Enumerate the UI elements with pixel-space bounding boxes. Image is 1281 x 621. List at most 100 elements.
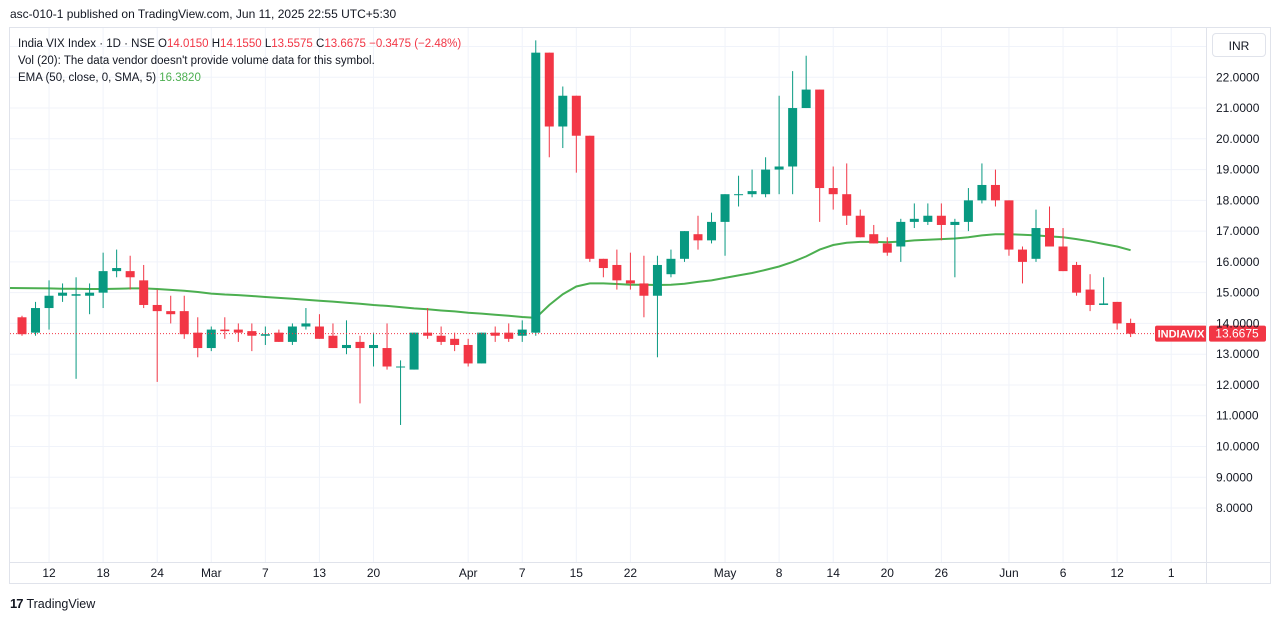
candle-body (693, 234, 703, 241)
y-tick-label: 15.0000 (1216, 286, 1260, 300)
candle-body (761, 169, 771, 195)
y-tick-label: 10.0000 (1216, 440, 1260, 454)
candle-body (909, 218, 919, 222)
candle-body (17, 317, 27, 335)
candle-body (855, 215, 865, 238)
x-tick-label: 24 (151, 566, 165, 580)
x-tick-label: 14 (827, 566, 841, 580)
x-tick-label: 20 (881, 566, 895, 580)
candle (761, 157, 771, 198)
y-tick-label: 8.0000 (1216, 501, 1253, 515)
candle (98, 252, 108, 309)
candle (504, 323, 514, 342)
candle (1072, 261, 1082, 296)
candle-body (152, 304, 162, 312)
candlestick-series (17, 40, 1136, 425)
candle (490, 326, 500, 342)
candle-body (639, 283, 649, 296)
ema-row[interactable]: EMA (50, close, 0, SMA, 5) 16.3820 (18, 70, 461, 87)
candle (544, 52, 554, 158)
candle (1085, 274, 1095, 312)
candle-body (166, 311, 176, 315)
candle-body (1085, 289, 1095, 305)
candle (855, 209, 865, 238)
tradingview-brand[interactable]: 17 TradingView (10, 596, 95, 611)
candle-body (125, 271, 135, 278)
candle-body (206, 329, 216, 349)
candle (869, 224, 879, 244)
candle-body (369, 344, 379, 349)
candle (112, 249, 122, 278)
candle-body (220, 329, 230, 332)
y-tick-label: 11.0000 (1216, 409, 1259, 423)
x-tick-label: Jun (999, 566, 1018, 580)
candle (625, 252, 635, 290)
candle-body (977, 184, 987, 201)
candle-body (869, 234, 879, 244)
candle-body (1017, 249, 1027, 262)
candle-body (274, 332, 284, 342)
y-tick-label: 13.0000 (1216, 347, 1260, 361)
candle-body (1031, 228, 1041, 259)
candle-body (1112, 301, 1122, 324)
candle-body (44, 295, 54, 309)
candle-body (1099, 303, 1109, 305)
volume-row[interactable]: Vol (20): The data vendor doesn't provid… (18, 53, 461, 70)
candle-body (598, 258, 608, 269)
high-label: H (211, 38, 221, 50)
candle-body (71, 294, 81, 296)
candle (517, 320, 527, 342)
candle (17, 315, 27, 336)
candle (382, 323, 392, 370)
candle-body (936, 215, 946, 225)
candle-body (112, 268, 122, 272)
volume-message: Vol (20): The data vendor doesn't provid… (18, 55, 375, 67)
time-axis[interactable]: 12 18 24 Mar 7 13 20 Apr 7 15 22 May 8 14 20 26 Jun 6 12 1 (10, 562, 1270, 581)
symbol-row[interactable]: India VIX Index · 1D · NSE O14.0150 H14.… (18, 36, 461, 53)
candle-body (1072, 264, 1082, 293)
x-tick-label: 12 (1110, 566, 1124, 580)
x-tick-label: 8 (776, 566, 783, 580)
candle-body (341, 344, 351, 349)
candle (314, 314, 324, 339)
candle (396, 360, 406, 425)
top-bar: asc-010-1 published on TradingView.com, … (0, 0, 1281, 28)
x-tick-label: 12 (42, 566, 56, 580)
candle-body (734, 194, 744, 196)
brand-label: TradingView (26, 596, 96, 611)
candle (58, 283, 68, 302)
x-tick-label: Mar (201, 566, 222, 580)
symbol-label[interactable]: India VIX Index · 1D · NSE (18, 38, 155, 50)
candle-body (328, 335, 338, 349)
candle (409, 332, 419, 370)
candle-body (477, 332, 487, 364)
candle (152, 289, 162, 382)
symbol-tag-label: INDIAVIX (1158, 329, 1206, 341)
candle (1004, 200, 1014, 256)
candle-body (396, 366, 406, 368)
candle (652, 255, 662, 358)
candle (598, 258, 608, 278)
x-tick-label: 20 (367, 566, 381, 580)
candle-body (612, 264, 622, 281)
currency-button[interactable]: INR (1212, 33, 1266, 57)
candle-body (355, 341, 365, 349)
y-tick-label: 17.0000 (1216, 224, 1260, 238)
candle (666, 249, 676, 278)
price-axis[interactable]: 8.0000 9.0000 10.0000 11.0000 12.0000 13.0000… (1206, 28, 1260, 584)
candle (179, 295, 189, 339)
ema-path (9, 233, 1131, 319)
ema-label[interactable]: EMA (50, close, 0, SMA, 5) (18, 72, 157, 84)
low-label: L (264, 38, 272, 50)
chart-frame[interactable] (9, 27, 1271, 584)
candle (436, 326, 446, 345)
candle (977, 163, 987, 204)
candle (166, 295, 176, 324)
candle (639, 255, 649, 318)
y-tick-label: 9.0000 (1216, 470, 1253, 484)
ema-line (9, 233, 1131, 319)
candle (328, 323, 338, 349)
last-price-line: INDIAVIX 13.6675 (10, 325, 1266, 342)
candle (125, 255, 135, 290)
